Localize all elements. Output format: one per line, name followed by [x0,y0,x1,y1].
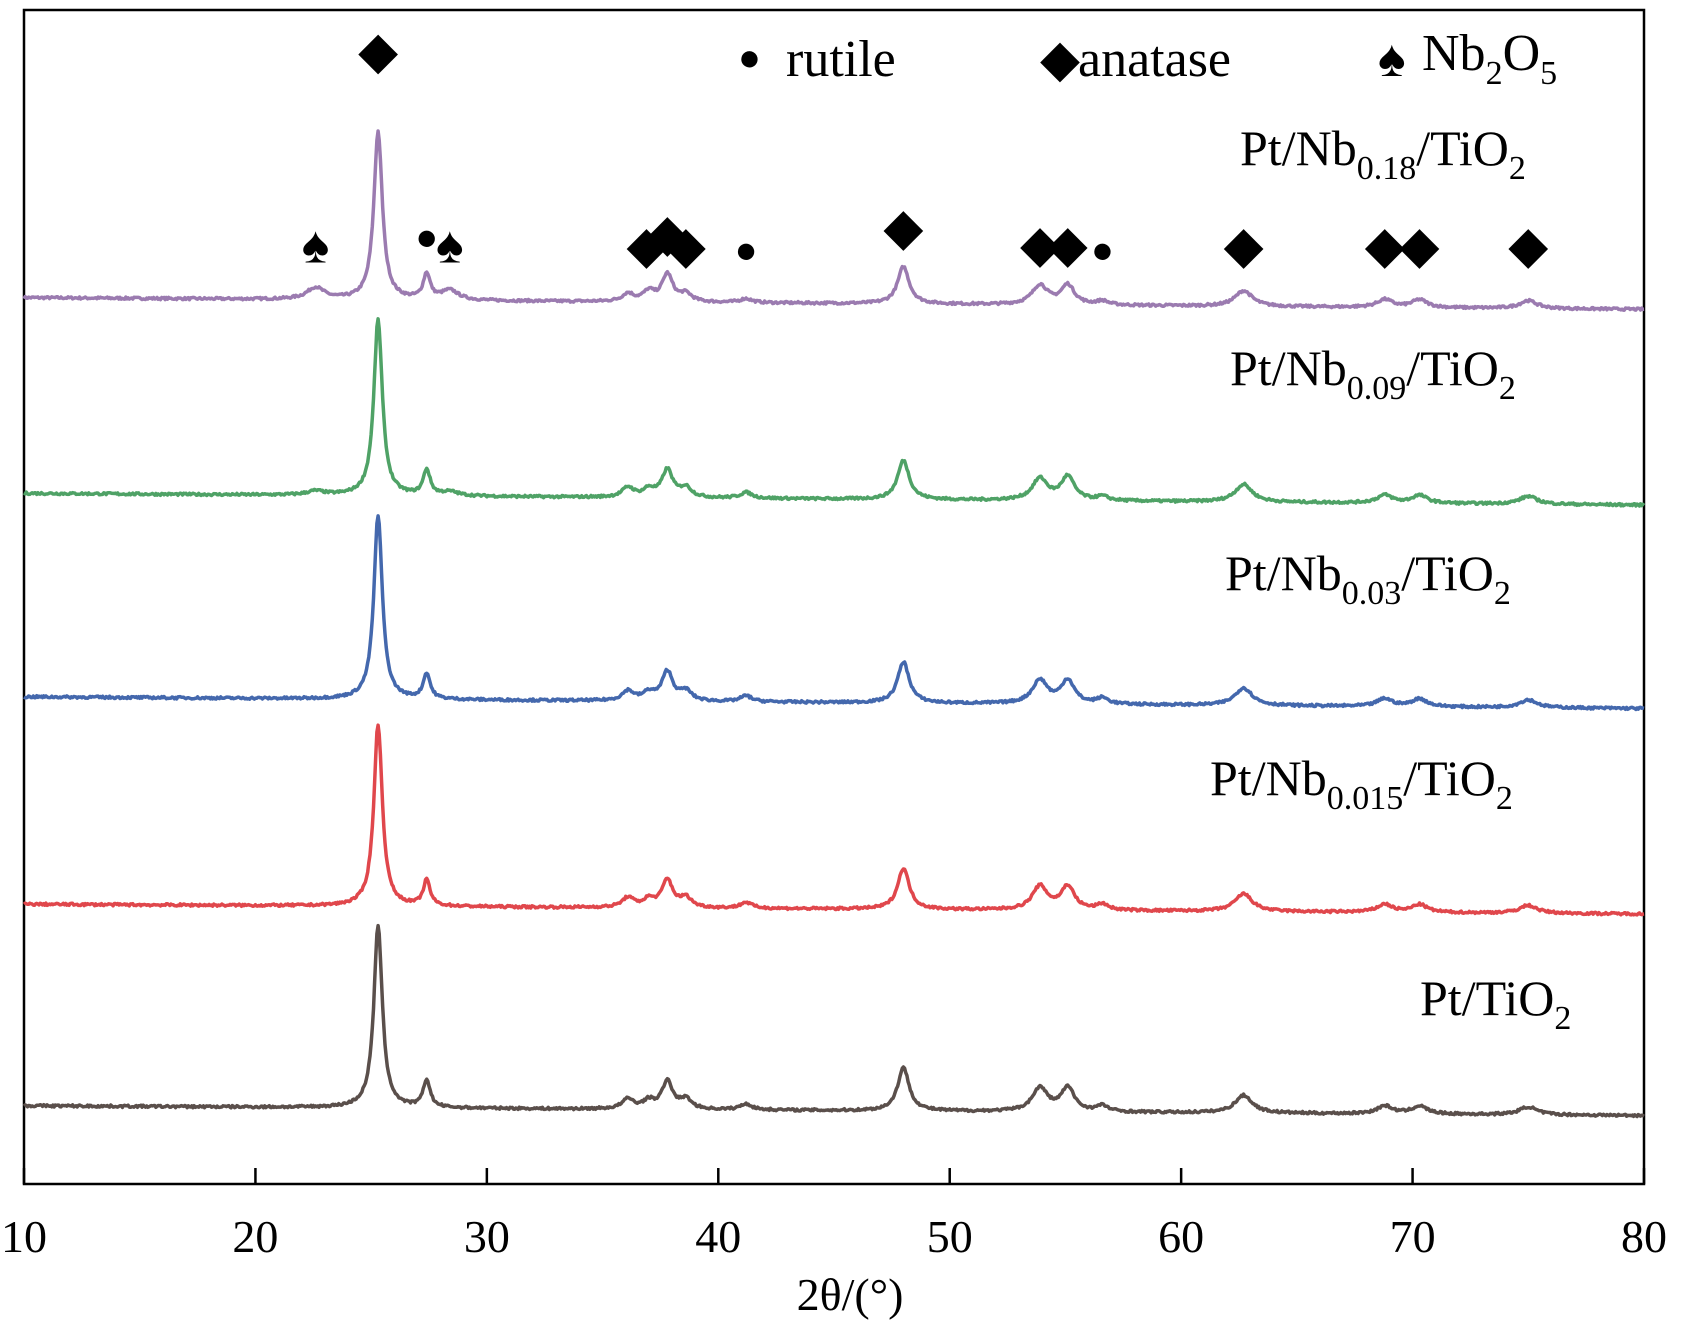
peak-marker: ♠ [436,217,464,274]
series-label-sub2: 2 [1499,370,1516,407]
x-tick-label: 70 [1390,1211,1436,1262]
legend-rutile-label: rutile [786,31,896,88]
series-group [22,129,1646,1119]
peak-marker: ◆ [358,23,398,80]
series-label-sub: 0.03 [1342,575,1402,612]
x-tick-label: 30 [464,1211,510,1262]
peak-marker: ◆ [1224,217,1264,274]
series-line-4 [22,923,1645,1119]
series-label-end: /TiO [1403,750,1496,806]
series-label: Pt/TiO2 [1420,970,1571,1037]
legend-nb2o5-nb: Nb [1422,25,1486,82]
series-label: Pt/Nb0.09/TiO2 [1230,340,1516,407]
series-label-main: Pt/Nb [1240,120,1357,176]
peak-marker: ◆ [1048,216,1088,273]
series-line-2 [23,514,1645,712]
series-label-main: Pt/Nb [1210,750,1327,806]
legend: ● rutile ◆ anatase ♠ Nb2O5 [738,25,1557,92]
legend-nb2o5-label: Nb2O5 [1422,25,1557,92]
series-label-sub2: 2 [1494,575,1511,612]
legend-anatase-symbol: ◆ [1040,31,1080,88]
series-label: Pt/Nb0.03/TiO2 [1225,545,1511,612]
peak-marker: ◆ [1365,217,1405,274]
x-tick-label: 40 [695,1211,741,1262]
series-line-3 [22,723,1645,917]
series-label-main: Pt/Nb [1230,340,1347,396]
peak-marker: ♠ [302,217,330,274]
legend-rutile-symbol: ● [738,37,761,79]
series-label: Pt/Nb0.015/TiO2 [1210,750,1513,817]
x-tick-label: 80 [1621,1211,1667,1262]
peak-markers: ♠◆●♠ ◆◆◆ ● ◆ ◆◆ ● ◆ ◆◆ ◆ [302,23,1548,274]
series-line-1 [22,317,1646,508]
series-label-sub2: 2 [1509,150,1526,187]
series-label-sub: 0.18 [1357,150,1417,187]
legend-nb2o5-sub2: 5 [1540,55,1557,92]
series-label-end: /TiO [1401,545,1494,601]
legend-nb2o5-symbol: ♠ [1378,31,1406,88]
peak-marker: ● [415,216,438,258]
legend-nb2o5-sub1: 2 [1486,55,1503,92]
series-labels: Pt/Nb0.18/TiO2Pt/Nb0.09/TiO2Pt/Nb0.03/Ti… [1210,120,1571,1037]
legend-anatase-label: anatase [1078,31,1231,88]
series-label-sub: 0.015 [1327,780,1404,817]
x-axis-title: 2θ/(°) [797,1269,904,1320]
series-label-main: Pt/TiO [1420,970,1554,1026]
peak-marker: ◆ [1400,217,1440,274]
series-label-end: /TiO [1406,340,1499,396]
series-label-main: Pt/Nb [1225,545,1342,601]
series-label-sub2: 2 [1496,780,1513,817]
x-tick-label: 10 [1,1211,47,1262]
x-axis-ticks: 10 20 30 40 50 60 70 80 [1,1168,1667,1262]
peak-marker: ◆ [1508,217,1548,274]
series-label-end: /TiO [1416,120,1509,176]
peak-marker: ◆ [666,217,706,274]
x-tick-label: 20 [232,1211,278,1262]
plot-frame [22,8,1646,1186]
peak-marker: ◆ [647,205,687,262]
series-label: Pt/Nb0.18/TiO2 [1240,120,1526,187]
x-tick-label: 60 [1158,1211,1204,1262]
peak-marker: ◆ [1020,217,1060,274]
peak-marker: ● [735,229,758,271]
peak-marker: ● [1091,229,1114,271]
peak-marker: ◆ [627,217,667,274]
x-tick-label: 50 [927,1211,973,1262]
series-label-sub2: 2 [1554,1000,1571,1037]
series-label-sub: 0.09 [1347,370,1407,407]
peak-marker: ◆ [883,200,923,257]
series-line-0 [22,129,1645,312]
legend-nb2o5-o: O [1503,25,1541,82]
